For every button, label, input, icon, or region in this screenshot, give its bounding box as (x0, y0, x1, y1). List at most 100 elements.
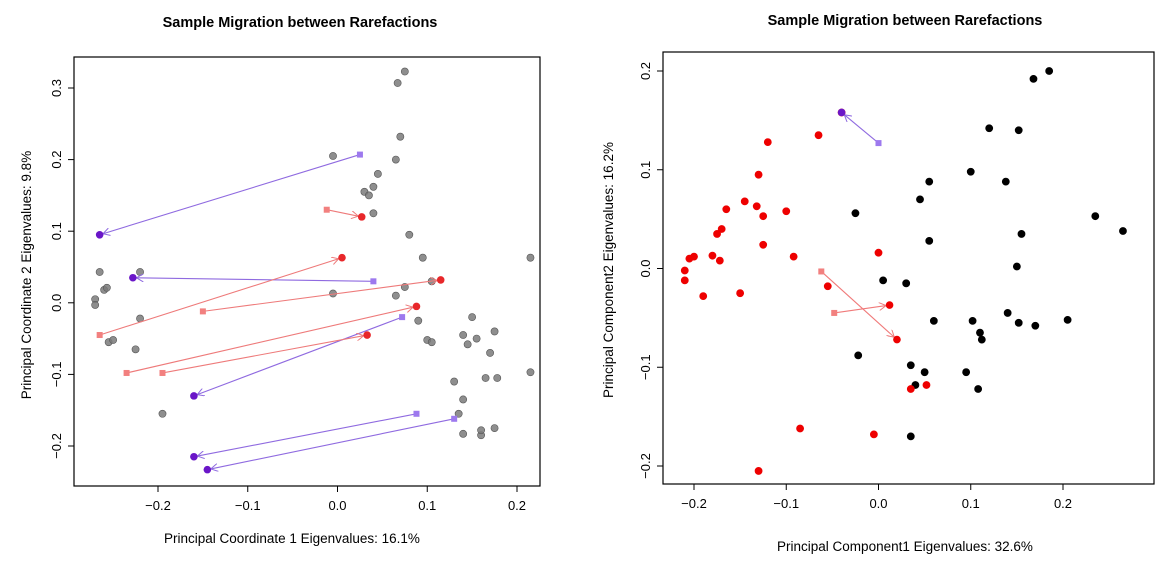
right-point-group-red (715, 256, 724, 265)
left-point-samples (393, 79, 402, 87)
left-migration-end-point (190, 452, 198, 461)
left-point-samples (109, 336, 118, 344)
left-point-samples (373, 170, 382, 178)
right-point-group-red (752, 202, 761, 211)
chart-left-x-axis: −0.2 −0.1 0.0 0.1 0.2 (145, 486, 526, 513)
right-point-group-black (1014, 126, 1023, 135)
right-y-tick-label: −0.2 (638, 453, 653, 479)
chart-left-frame (73, 56, 541, 487)
left-migration-start-square (96, 332, 103, 339)
left-migration-arrow (202, 280, 437, 312)
right-point-group-red (680, 266, 689, 275)
left-point-samples (459, 331, 468, 339)
left-migration-start-square (451, 415, 458, 422)
right-point-group-black (925, 236, 934, 245)
left-point-samples (369, 182, 378, 191)
left-x-tick-label: −0.1 (235, 498, 261, 513)
right-migration-end-point (837, 108, 846, 117)
right-point-group-red (740, 197, 749, 206)
left-migration-start-square (413, 410, 420, 417)
left-y-tick-label: 0.2 (49, 151, 64, 169)
right-point-group-black (966, 167, 975, 176)
left-point-samples (493, 374, 502, 382)
right-point-group-red (713, 230, 721, 238)
right-migration-start-square (875, 140, 882, 147)
left-point-samples (477, 426, 485, 435)
chart-right: Sample Migration between Rarefactions −0… (601, 13, 1155, 554)
left-migration-arrow (136, 278, 374, 282)
left-point-samples (136, 268, 144, 276)
right-point-group-black (1014, 318, 1023, 327)
right-point-group-red (922, 381, 931, 389)
right-x-tick-label: 0.2 (1054, 496, 1072, 511)
right-point-group-red (690, 252, 698, 261)
left-point-samples (526, 368, 535, 377)
right-point-group-black (929, 316, 938, 325)
left-point-samples (490, 424, 499, 432)
right-point-group-black (1003, 309, 1012, 317)
left-point-samples (472, 334, 481, 343)
left-migration-end-point (363, 331, 371, 339)
right-point-group-red (722, 205, 731, 214)
right-point-group-black (962, 368, 971, 377)
left-point-samples (391, 155, 400, 164)
right-point-group-black (1012, 262, 1021, 271)
left-migration-arrow (197, 413, 417, 456)
left-migration-start-square (323, 206, 330, 213)
left-point-samples (418, 253, 427, 262)
chart-left-plot-area (91, 67, 535, 474)
right-y-tick-label: −0.1 (638, 354, 653, 380)
right-migration-end-point (893, 335, 901, 344)
left-y-tick-label: 0.3 (49, 79, 64, 97)
right-point-group-black (1031, 321, 1040, 330)
right-point-group-black (1119, 227, 1127, 235)
left-point-samples (454, 409, 463, 418)
left-point-samples (526, 253, 535, 262)
left-x-tick-label: 0.1 (418, 498, 436, 513)
right-point-group-red (823, 282, 832, 291)
left-point-samples (481, 374, 490, 382)
right-point-group-black (976, 328, 984, 337)
right-point-group-black (968, 316, 977, 325)
right-point-group-red (782, 207, 791, 216)
right-point-group-black (1045, 67, 1054, 75)
chart-right-x-axis: −0.2 −0.1 0.0 0.1 0.2 (681, 484, 1072, 511)
right-point-group-black (1001, 177, 1010, 186)
left-point-samples (400, 67, 409, 76)
right-point-group-red (814, 131, 823, 140)
right-migration-end-point (885, 301, 894, 309)
chart-left-y-axis: −0.2 −0.1 0.0 0.1 0.2 0.3 (49, 79, 74, 459)
right-point-group-black (1017, 230, 1026, 238)
right-point-group-black (1029, 75, 1038, 83)
right-point-group-red (874, 248, 883, 257)
right-x-tick-label: 0.1 (962, 496, 980, 511)
right-point-group-red (699, 292, 708, 301)
right-point-group-black (902, 279, 911, 288)
right-point-group-black (854, 351, 863, 360)
left-migration-start-square (356, 151, 363, 158)
left-migration-arrow (99, 259, 339, 336)
left-x-tick-label: −0.2 (145, 498, 171, 513)
right-y-tick-label: 0.0 (638, 259, 653, 277)
right-point-group-black (985, 124, 994, 133)
right-point-group-red (789, 252, 798, 261)
left-point-samples (95, 268, 104, 276)
right-point-group-black (925, 177, 934, 186)
right-point-group-red (759, 240, 768, 249)
chart-left-x-axis-label: Principal Coordinate 1 Eigenvalues: 16.1… (164, 531, 420, 546)
left-y-tick-label: 0.1 (49, 222, 64, 240)
left-point-samples (427, 338, 436, 347)
left-point-samples (102, 283, 111, 292)
right-point-group-black (920, 368, 929, 377)
left-migration-arrow (326, 209, 359, 216)
chart-right-y-axis: −0.2 −0.1 0.0 0.1 0.2 (638, 62, 663, 479)
left-migration-end-point (436, 276, 445, 284)
left-migration-arrow (103, 154, 361, 234)
right-point-group-black (974, 385, 983, 393)
right-point-group-red (754, 170, 763, 179)
right-point-group-red (708, 251, 717, 260)
left-migration-start-square (370, 278, 377, 285)
left-point-samples (131, 345, 140, 354)
right-migration-start-square (831, 309, 838, 316)
